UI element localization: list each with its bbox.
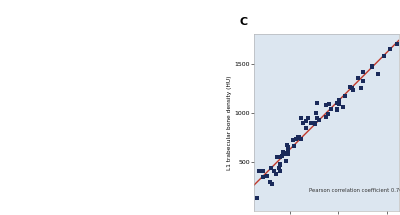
- Point: [369, 66, 375, 69]
- Point: [293, 137, 299, 141]
- Point: [328, 108, 334, 111]
- Point: [387, 48, 393, 51]
- Point: [277, 163, 284, 166]
- Point: [340, 105, 346, 109]
- Point: [276, 167, 282, 170]
- Point: [307, 121, 314, 124]
- Point: [285, 146, 291, 149]
- Point: [381, 54, 387, 58]
- Y-axis label: L1 trabecular bone density (HU): L1 trabecular bone density (HU): [226, 75, 232, 170]
- Point: [260, 170, 266, 173]
- Point: [267, 180, 273, 184]
- Point: [285, 149, 292, 152]
- Point: [336, 103, 343, 106]
- Point: [295, 137, 301, 140]
- Point: [271, 169, 277, 172]
- Point: [285, 147, 292, 150]
- Point: [300, 121, 306, 124]
- Point: [323, 115, 330, 118]
- Point: [323, 103, 329, 107]
- Point: [264, 174, 270, 177]
- Text: C: C: [240, 17, 248, 27]
- Point: [277, 155, 284, 159]
- Point: [350, 88, 356, 92]
- Point: [305, 116, 311, 120]
- Point: [279, 155, 285, 158]
- Point: [283, 159, 289, 162]
- Point: [282, 160, 289, 163]
- Point: [273, 172, 280, 176]
- Point: [254, 196, 260, 200]
- Point: [268, 167, 274, 170]
- Point: [342, 94, 349, 97]
- Point: [268, 166, 274, 170]
- Text: Pearson correlation coefficient 0.76: Pearson correlation coefficient 0.76: [309, 188, 400, 193]
- Point: [326, 102, 332, 105]
- Point: [360, 80, 366, 83]
- Point: [289, 138, 296, 142]
- Point: [277, 169, 283, 173]
- Point: [282, 151, 288, 155]
- Point: [336, 98, 342, 102]
- Point: [285, 152, 291, 155]
- Point: [358, 86, 364, 89]
- Point: [334, 107, 340, 111]
- Point: [325, 112, 331, 115]
- Point: [316, 118, 323, 121]
- Point: [394, 42, 400, 46]
- Point: [347, 85, 353, 88]
- Point: [360, 71, 366, 74]
- Point: [334, 101, 340, 105]
- Point: [269, 182, 275, 185]
- Point: [312, 111, 319, 115]
- Point: [355, 76, 361, 80]
- Point: [284, 144, 290, 147]
- Point: [298, 117, 304, 120]
- Point: [312, 122, 318, 126]
- Point: [296, 136, 302, 139]
- Point: [314, 101, 321, 105]
- Point: [283, 151, 289, 154]
- Point: [348, 86, 355, 89]
- Point: [314, 116, 320, 120]
- Point: [303, 119, 310, 123]
- Point: [280, 151, 286, 154]
- Point: [276, 162, 283, 165]
- Point: [291, 145, 297, 148]
- Point: [334, 108, 340, 111]
- Point: [312, 121, 318, 125]
- Point: [283, 152, 289, 155]
- Point: [260, 175, 266, 179]
- Point: [298, 137, 304, 140]
- Point: [256, 169, 262, 172]
- Point: [274, 155, 280, 158]
- Point: [369, 64, 376, 68]
- Point: [295, 135, 301, 138]
- Point: [374, 72, 381, 76]
- Point: [303, 126, 309, 129]
